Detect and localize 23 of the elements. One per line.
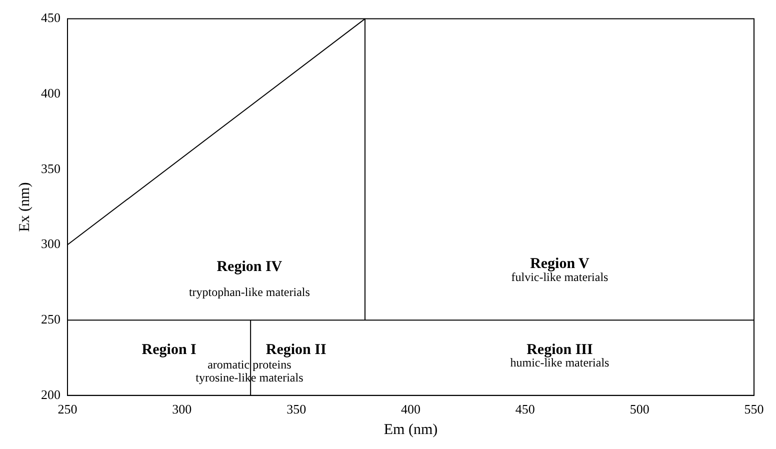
y-tick-label: 350 xyxy=(41,160,60,176)
y-tick-label: 300 xyxy=(41,236,60,252)
annotation: tryptophan-like materials xyxy=(188,285,310,300)
annotation: fulvic-like materials xyxy=(511,270,609,284)
x-tick-label: 500 xyxy=(630,402,650,417)
annotation: Region IV xyxy=(216,259,282,276)
x-tick-label: 550 xyxy=(744,402,764,417)
x-tick-label: 450 xyxy=(515,402,535,417)
x-tick-label: 300 xyxy=(172,402,192,417)
y-tick-label: 450 xyxy=(41,10,60,26)
x-axis-title: Em (nm) xyxy=(384,422,438,438)
annotation: aromatic proteins xyxy=(208,357,292,372)
annotation: Region III xyxy=(526,342,594,358)
y-tick-label: 400 xyxy=(41,86,60,101)
annotation: Region V xyxy=(530,256,590,272)
annotation: Region I xyxy=(142,342,197,358)
x-tick-label: 250 xyxy=(58,402,78,417)
x-tick-label: 350 xyxy=(286,402,306,417)
y-tick-label: 200 xyxy=(41,386,60,402)
y-tick-label: 250 xyxy=(41,312,60,326)
y-axis-title: Ex (nm) xyxy=(16,182,33,232)
annotation: Region II xyxy=(266,342,326,358)
x-tick-label: 400 xyxy=(401,402,420,417)
